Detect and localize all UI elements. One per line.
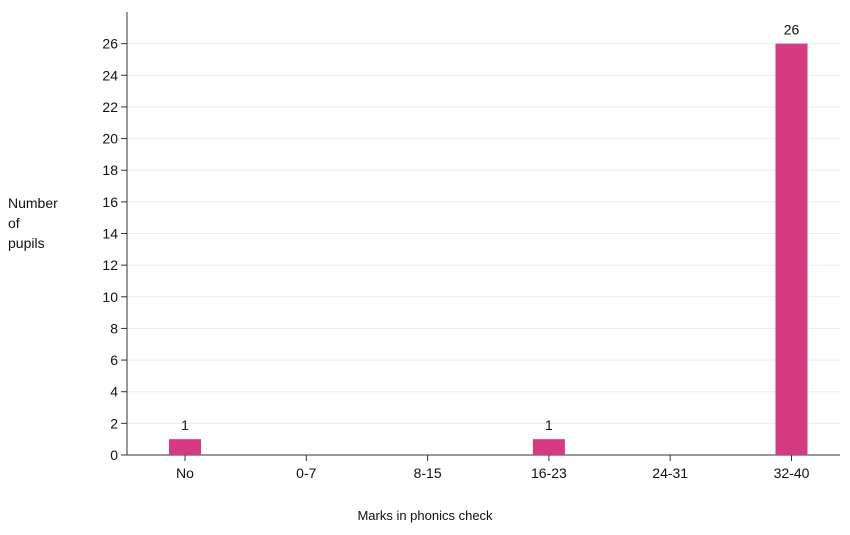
y-axis-label-line-1: Number <box>8 195 58 211</box>
bar <box>169 439 201 455</box>
y-tick-label: 12 <box>102 257 118 273</box>
y-tick-label: 4 <box>110 384 118 400</box>
bar-data-label: 1 <box>545 417 553 433</box>
y-tick-label: 20 <box>102 131 118 147</box>
bar <box>775 43 808 456</box>
y-tick-label: 26 <box>102 36 118 52</box>
y-tick-label: 16 <box>102 194 118 210</box>
x-tick-label: 16-23 <box>531 465 567 481</box>
y-tick-label: 8 <box>110 320 118 336</box>
y-tick-label: 18 <box>102 162 118 178</box>
x-tick-label: No <box>176 465 194 481</box>
x-tick-label: 8-15 <box>414 465 442 481</box>
x-tick-label: 24-31 <box>652 465 688 481</box>
bar-data-label: 26 <box>784 22 800 38</box>
y-tick-label: 10 <box>102 289 118 305</box>
x-axis-label: Marks in phonics check <box>357 508 493 523</box>
y-tick-label: 2 <box>110 415 118 431</box>
x-tick-label: 32-40 <box>774 465 810 481</box>
y-axis-label-line-2: of <box>8 215 20 231</box>
x-tick-label: 0-7 <box>296 465 316 481</box>
y-tick-label: 6 <box>110 352 118 368</box>
y-tick-label: 14 <box>102 226 118 242</box>
bar <box>532 439 565 455</box>
y-tick-label: 0 <box>110 447 118 463</box>
y-tick-label: 22 <box>102 99 118 115</box>
y-axis-label-line-3: pupils <box>8 235 45 251</box>
bar-data-label: 1 <box>181 417 189 433</box>
y-tick-label: 24 <box>102 67 118 83</box>
